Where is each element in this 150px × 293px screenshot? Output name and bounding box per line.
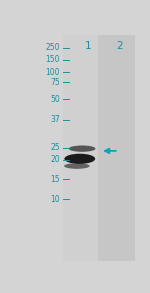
Text: 2: 2 [116, 41, 123, 51]
Text: 250: 250 [45, 43, 60, 52]
Ellipse shape [64, 154, 95, 164]
Bar [98, 35, 135, 261]
Ellipse shape [69, 146, 96, 152]
Ellipse shape [64, 163, 90, 169]
Text: 50: 50 [50, 95, 60, 103]
Text: 10: 10 [50, 195, 60, 204]
Bar [63, 35, 135, 261]
Bar [63, 35, 98, 261]
Text: 25: 25 [50, 144, 60, 152]
Text: 1: 1 [85, 41, 91, 51]
Text: 150: 150 [45, 55, 60, 64]
Text: 37: 37 [50, 115, 60, 124]
Text: 20: 20 [50, 155, 60, 164]
Text: 100: 100 [45, 68, 60, 77]
Text: 15: 15 [50, 175, 60, 184]
Text: 75: 75 [50, 78, 60, 87]
